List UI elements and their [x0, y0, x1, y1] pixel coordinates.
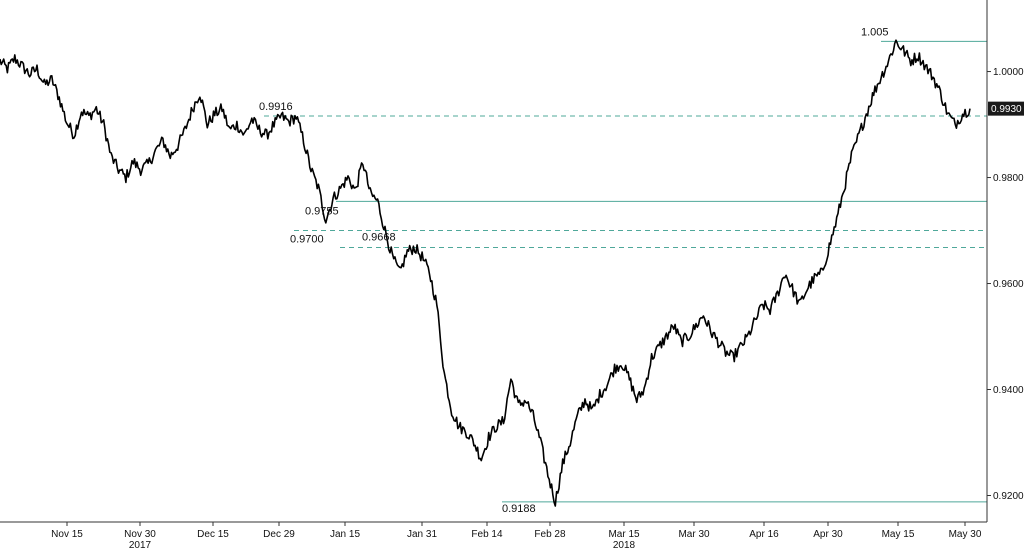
- x-tick-label: Dec 15: [197, 529, 229, 540]
- plot-background: [0, 0, 987, 522]
- x-axis-ticks: Nov 15 Nov 30 Dec 15 Dec 29 Jan 15 Jan 31 Feb …: [51, 522, 982, 549]
- annotation-label: 0.9700: [290, 234, 324, 246]
- last-value-marker: 0.9930: [988, 101, 1024, 116]
- x-tick-label: Jan 15: [330, 529, 360, 540]
- x-tick-label: Dec 29: [263, 529, 295, 540]
- y-tick-label: 1.0000: [993, 67, 1024, 78]
- price-series: [0, 39, 971, 507]
- last-value-label: 0.9930: [991, 104, 1022, 115]
- x-tick-label: Feb 28: [534, 529, 566, 540]
- last-value-box: [988, 101, 1024, 116]
- year-label: 2017: [129, 540, 152, 549]
- annotation-label: 0.9916: [259, 101, 293, 113]
- y-tick-label: 0.9200: [993, 491, 1024, 502]
- x-tick-label: Nov 15: [51, 529, 83, 540]
- x-tick-label: Mar 30: [678, 529, 710, 540]
- x-tick-label: Apr 16: [749, 529, 779, 540]
- x-tick-label: Apr 30: [813, 529, 843, 540]
- y-tick-label: 0.9600: [993, 279, 1024, 290]
- reference-lines: [264, 40, 987, 503]
- x-tick-label: Mar 15: [608, 529, 640, 540]
- annotation-labels: 1.005 0.9916 0.9755 0.9700 0.9668 0.9188: [259, 26, 889, 515]
- annotation-label: 0.9188: [502, 503, 536, 515]
- x-tick-label: Nov 30: [124, 529, 156, 540]
- x-tick-label: Jan 31: [407, 529, 437, 540]
- annotation-label: 1.005: [861, 26, 889, 38]
- annotation-label: 0.9755: [305, 205, 339, 217]
- y-tick-label: 0.9800: [993, 173, 1024, 184]
- x-tick-label: Feb 14: [471, 529, 503, 540]
- x-tick-label: May 15: [882, 529, 915, 540]
- year-label: 2018: [613, 540, 636, 549]
- y-tick-label: 0.9400: [993, 385, 1024, 396]
- annotation-label: 0.9668: [362, 231, 396, 243]
- x-tick-label: May 30: [949, 529, 982, 540]
- price-line: [0, 39, 971, 507]
- y-axis-ticks: 0.9200 0.9400 0.9600 0.9800 1.0000: [987, 67, 1024, 502]
